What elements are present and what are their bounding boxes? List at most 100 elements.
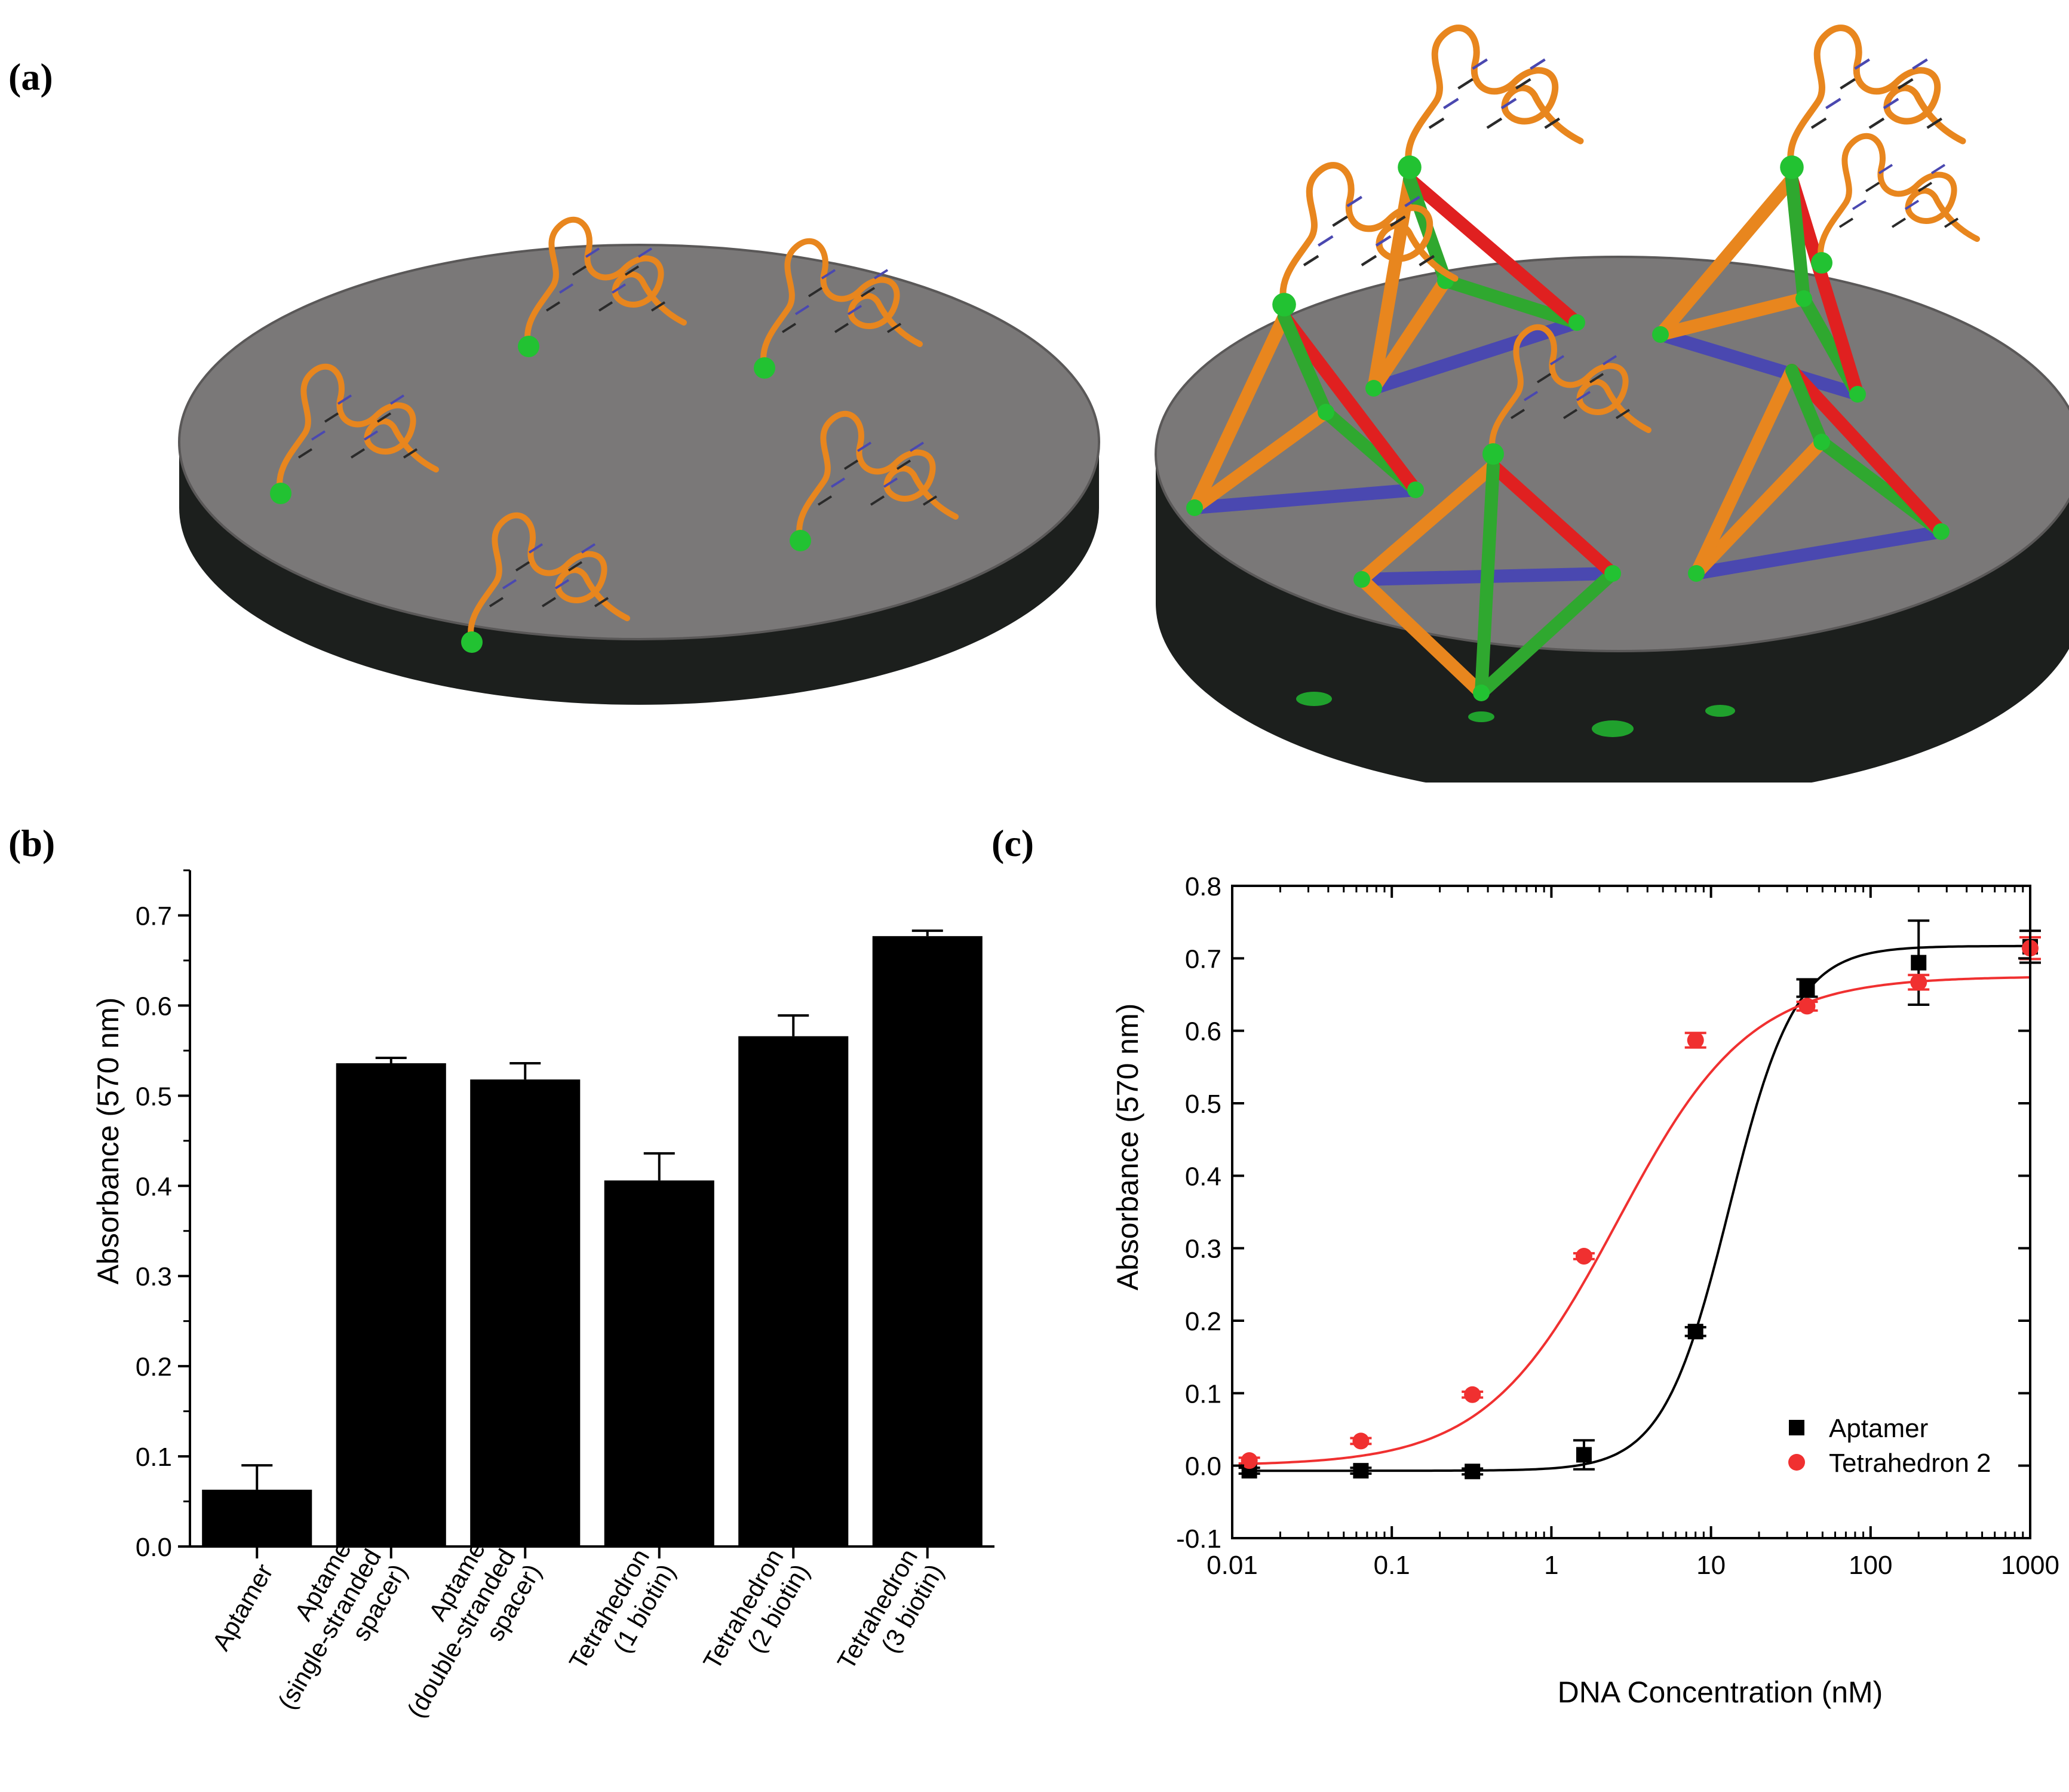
base-pair <box>847 305 862 315</box>
legend-label: Tetrahedron 2 <box>1829 1449 1991 1478</box>
tetrahedron-edge <box>1785 364 1828 449</box>
tetrahedron-edge <box>1367 316 1583 395</box>
biotin-anchor <box>1688 565 1705 582</box>
tetrahedron-edge <box>1403 173 1583 329</box>
tetrahedron-edge <box>1690 364 1798 580</box>
legend-label: Aptamer <box>1829 1414 1928 1443</box>
base-pair <box>1878 164 1893 174</box>
base-pair <box>515 561 530 572</box>
base-pair <box>886 323 902 333</box>
base-pair <box>1563 409 1578 419</box>
y-tick-label: 0.1 <box>1185 1379 1221 1409</box>
data-point <box>1910 974 1927 991</box>
base-pair <box>1930 164 1946 174</box>
bar-chart-axes <box>189 870 994 1548</box>
tetrahedron-edge <box>1785 364 1948 538</box>
base-pair <box>1486 117 1503 129</box>
base-pair <box>1589 373 1604 383</box>
bar <box>336 1063 446 1546</box>
base-pair <box>1419 254 1435 266</box>
base-pair <box>1576 391 1591 401</box>
base-pair <box>1549 355 1565 366</box>
biotin-anchor <box>1482 443 1504 465</box>
data-point <box>1687 1032 1704 1049</box>
base-pair <box>558 283 574 294</box>
data-point <box>1576 1447 1592 1463</box>
tetrahedron-edge <box>1188 310 1291 514</box>
dna-tetrahedron <box>1652 173 1866 403</box>
base-pair <box>860 287 876 297</box>
base-pair <box>554 579 570 590</box>
bar <box>738 1036 849 1546</box>
fit-curves <box>1249 944 2031 1472</box>
legend: Aptamer Tetrahedron 2 <box>1788 1414 1991 1478</box>
base-pair <box>572 265 587 276</box>
bar-series <box>202 936 983 1546</box>
biotin-anchor <box>461 631 483 653</box>
bar-chart-y-ticks: 0.0 0.1 0.2 0.3 0.4 0.5 0.6 0.7 <box>136 869 190 1562</box>
base-pair <box>1523 391 1539 401</box>
bar-chart-y-axis-label: Absorbance (570 nm) <box>91 998 125 1285</box>
base-pair <box>1852 200 1867 210</box>
biotin-spot <box>1296 692 1332 706</box>
tetrahedron-edge <box>1654 292 1810 341</box>
base-pair <box>830 477 846 488</box>
fit-curve <box>1249 944 2030 1472</box>
scatter-chart-x-ticks: 0.01 0.1 1 10 100 1000 <box>1207 886 2059 1580</box>
tetrahedron-edge <box>1785 173 1810 305</box>
aptamer-strands-right <box>1272 24 1980 465</box>
x-tick-label: 1000 <box>2001 1551 2059 1580</box>
left-disk-surface <box>178 244 1100 640</box>
base-pair <box>1854 58 1870 70</box>
aptamer-backbone <box>1279 162 1459 308</box>
base-pair <box>545 301 561 312</box>
base-pair <box>489 597 504 607</box>
base-pair <box>650 301 666 312</box>
base-pair <box>1443 97 1459 109</box>
biotin-anchor <box>1473 685 1490 701</box>
base-pair <box>1404 195 1420 207</box>
base-pair <box>857 441 872 452</box>
data-point <box>1911 955 1927 971</box>
biotin-anchor <box>1318 404 1334 421</box>
bar <box>604 1180 714 1546</box>
base-pair <box>1332 215 1348 227</box>
data-point <box>1241 1452 1258 1469</box>
base-pair <box>873 269 889 280</box>
base-pair <box>1390 215 1406 227</box>
biotin-anchor <box>518 336 539 357</box>
aptamer-strand <box>461 512 630 653</box>
dna-tetrahedron <box>1365 173 1585 397</box>
y-tick-label: -0.1 <box>1176 1524 1221 1554</box>
aptamer-strand <box>1272 162 1459 317</box>
base-pair <box>594 597 609 607</box>
biotin-anchor <box>1811 252 1832 274</box>
y-tick-label: 0.6 <box>1185 1017 1221 1047</box>
scatter-chart-y-ticks: -0.1 0.0 0.1 0.2 0.3 0.4 0.5 0.6 0.7 0.8 <box>1176 872 2030 1554</box>
y-tick-label: 0.3 <box>1185 1235 1221 1264</box>
bar <box>202 1489 312 1546</box>
aptamer-strand <box>1482 324 1651 465</box>
biotin-anchor <box>790 530 811 551</box>
y-tick-label: 0.2 <box>1185 1307 1221 1336</box>
data-point <box>1575 1248 1592 1265</box>
left-disk <box>178 244 1100 705</box>
biotin-anchor <box>1186 499 1203 516</box>
biotin-anchor <box>1407 481 1424 498</box>
base-pair <box>781 323 797 333</box>
biotin-anchor <box>1780 155 1804 179</box>
base-pair <box>1865 182 1880 192</box>
biotin-anchor <box>1568 314 1585 331</box>
biotin-anchor <box>1795 290 1812 307</box>
data-point <box>1687 1324 1703 1340</box>
base-pair <box>1825 97 1841 109</box>
base-pair <box>870 495 885 506</box>
base-pair <box>389 394 405 405</box>
tetrahedron-edge <box>1475 567 1619 699</box>
base-pair <box>1318 235 1334 247</box>
data-point <box>1465 1463 1481 1480</box>
x-tick-label: 10 <box>1696 1551 1726 1580</box>
base-pair <box>350 448 366 459</box>
base-pair <box>585 247 600 258</box>
scatter-points <box>1241 938 2039 1480</box>
